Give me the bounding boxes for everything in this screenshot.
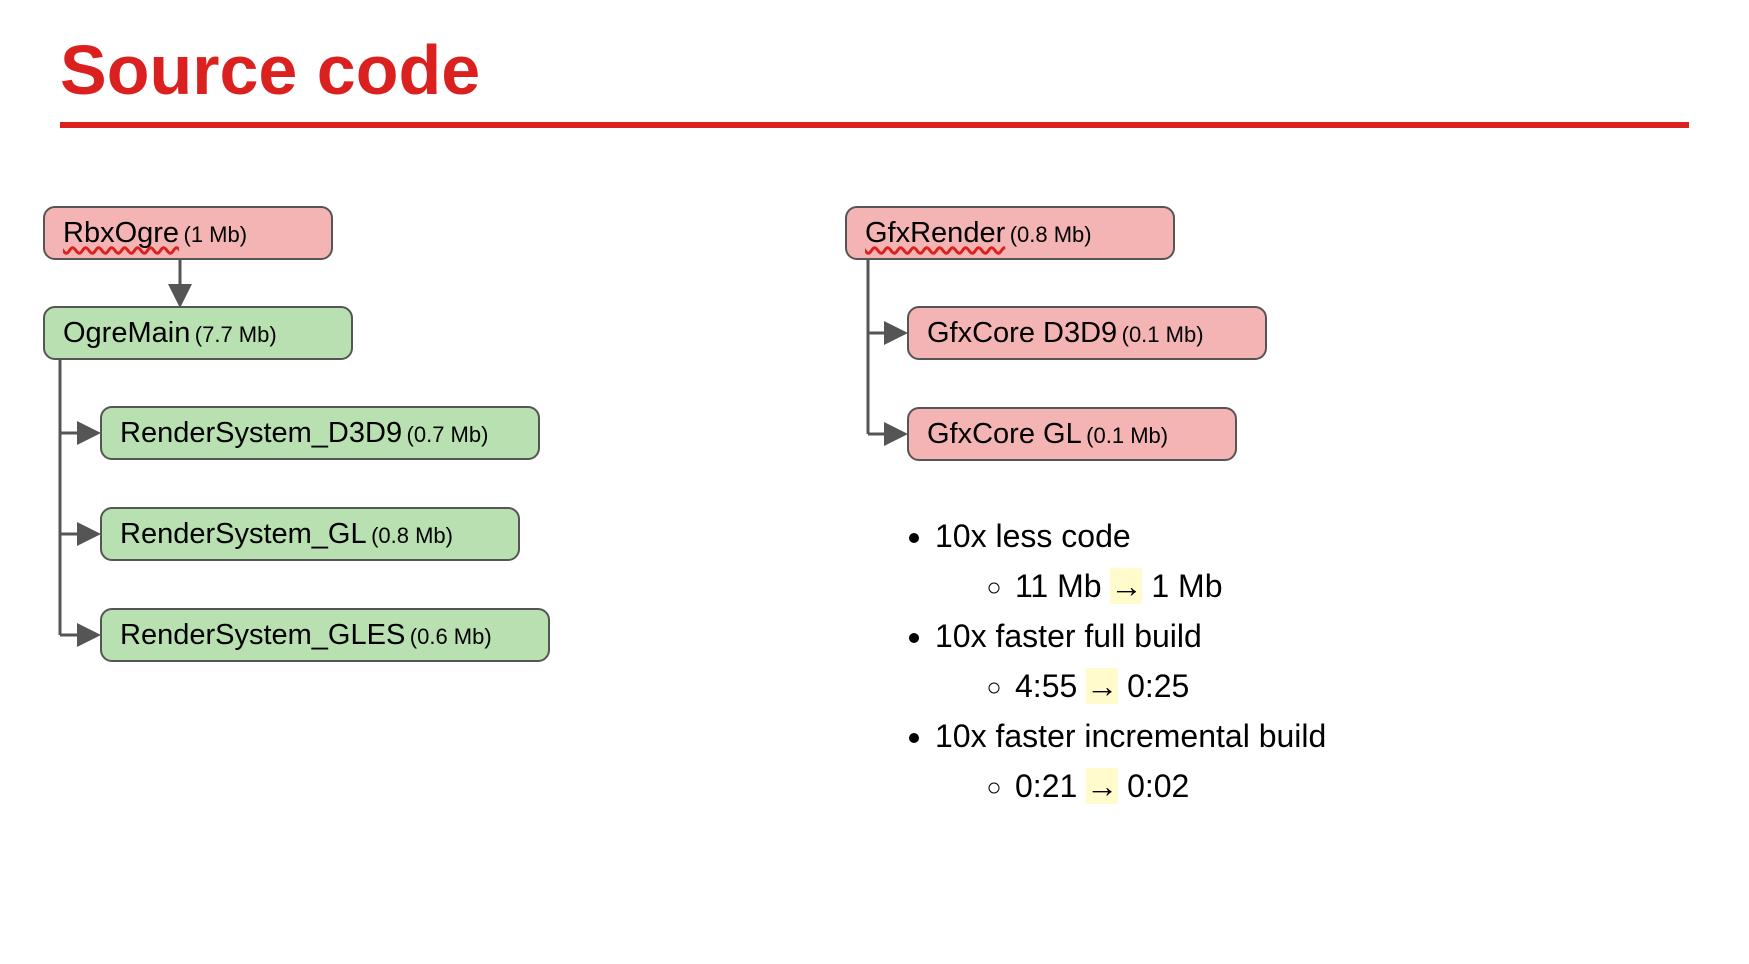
node-name: GfxRender [865,217,1005,249]
node-right-child-1: GfxCore GL (0.1 Mb) [907,407,1237,461]
node-name: RenderSystem_GL [120,518,367,550]
node-name: RbxOgre [63,217,179,249]
bullet-item: 10x faster incremental build [935,712,1326,760]
bullet-sub-item: 11 Mb → 1 Mb [1015,562,1326,610]
title-rule [60,122,1689,128]
node-name: GfxCore GL [927,418,1082,450]
bullet-sub-item: 4:55 → 0:25 [1015,662,1326,710]
slide-title: Source code [60,30,1689,110]
node-size: (0.6 Mb) [410,624,492,649]
node-size: (0.8 Mb) [1010,222,1092,247]
node-rbxogre: RbxOgre (1 Mb) [43,206,333,260]
bullets-block: 10x less code11 Mb → 1 Mb10x faster full… [880,512,1326,812]
node-size: (0.7 Mb) [407,422,489,447]
node-left-child-2: RenderSystem_GLES (0.6 Mb) [100,608,550,662]
node-name: GfxCore D3D9 [927,317,1117,349]
node-gfxrender: GfxRender (0.8 Mb) [845,206,1175,260]
bullet-item: 10x less code [935,512,1326,560]
node-size: (1 Mb) [184,222,248,247]
node-name: RenderSystem_GLES [120,619,405,651]
slide: Source code RbxOgre (1 Mb) OgreMain (7.7 … [0,0,1749,964]
node-left-child-0: RenderSystem_D3D9 (0.7 Mb) [100,406,540,460]
node-right-child-0: GfxCore D3D9 (0.1 Mb) [907,306,1267,360]
node-ogremain: OgreMain (7.7 Mb) [43,306,353,360]
node-size: (0.8 Mb) [371,523,453,548]
bullet-sub-item: 0:21 → 0:02 [1015,762,1326,810]
node-size: (0.1 Mb) [1086,423,1168,448]
node-size: (7.7 Mb) [195,322,277,347]
node-size: (0.1 Mb) [1122,322,1204,347]
node-left-child-1: RenderSystem_GL (0.8 Mb) [100,507,520,561]
diagram-area: RbxOgre (1 Mb) OgreMain (7.7 Mb) RenderSys… [0,200,1749,920]
node-name: RenderSystem_D3D9 [120,417,402,449]
node-name: OgreMain [63,317,190,349]
bullet-item: 10x faster full build [935,612,1326,660]
